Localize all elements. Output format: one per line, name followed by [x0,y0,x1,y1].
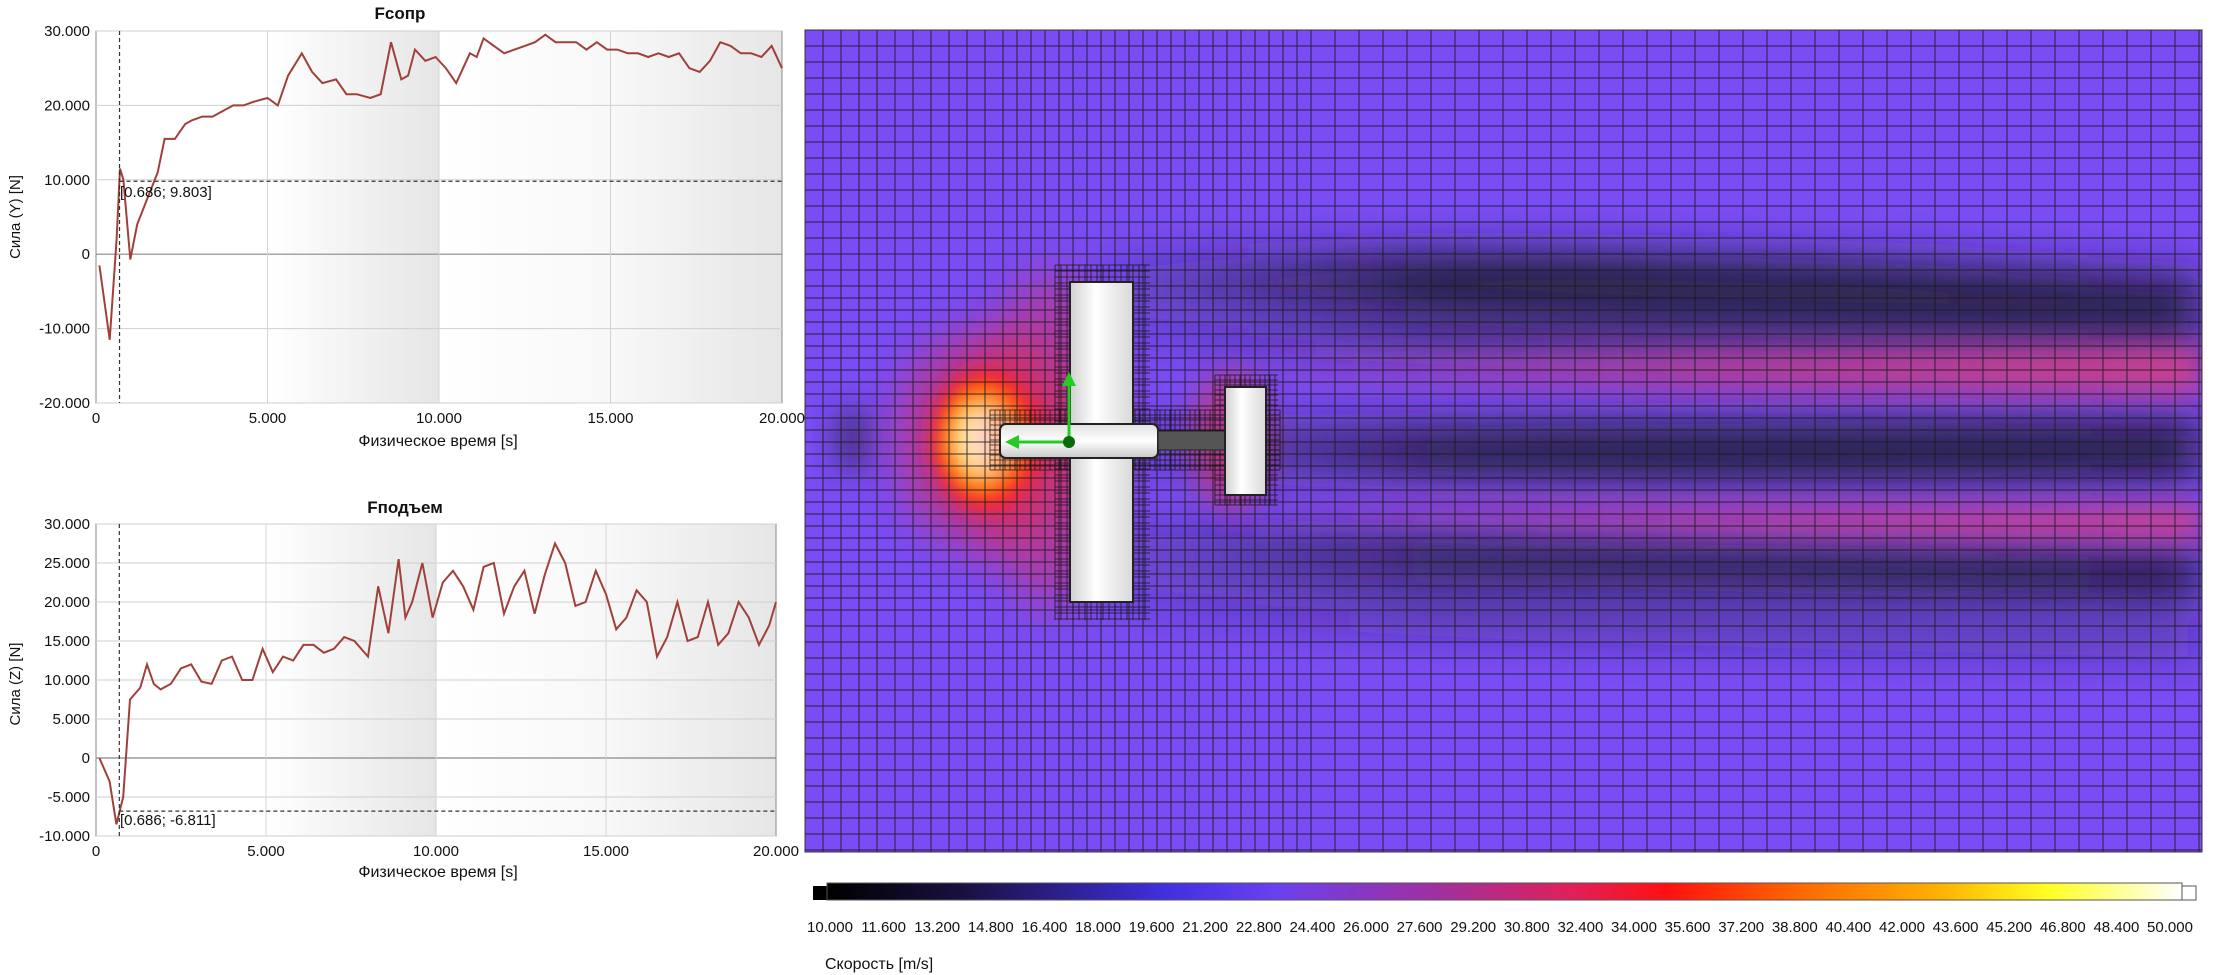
c2-ytick-label: 5.000 [52,711,90,728]
c2-ytick-label: -5.000 [47,789,90,806]
chart-drag-grid [96,30,782,404]
colorbar-title: Скорость [m/s] [825,956,933,973]
c2-ytick-label: 30.000 [44,516,90,533]
colorbar-gradient [826,882,2183,901]
chart-lift-tick-labels: -10.000 -5.000 0 5.000 10.000 15.000 20.000 25.… [39,516,799,860]
c2-xtick-label: 10.000 [413,843,459,860]
c1-ytick-label: -20.000 [39,395,90,412]
colorbar-tick-label: 13.200 [914,919,960,936]
chart-drag-title: Fсопр [375,4,426,23]
c1-ytick-label: 30.000 [44,23,90,40]
chart-lift-series-line [98,540,777,825]
c2-xtick-label: 20.000 [753,843,799,860]
colorbar-tick-label: 24.400 [1289,919,1335,936]
colorbar-tick-label: 30.800 [1504,919,1550,936]
colorbar-tick-label: 26.000 [1343,919,1389,936]
c1-ytick-label: -10.000 [39,321,90,338]
colorbar-tick-label: 18.000 [1075,919,1121,936]
colorbar-tick-label: 11.600 [861,919,906,936]
colorbar-tick-label: 38.800 [1772,919,1818,936]
colorbar: 10.000 11.600 13.200 14.800 16.400 18.000 19.6… [807,882,2197,973]
chart-drag-ylabel: Сила (Y) [N] [7,175,24,259]
field-frame [804,29,2203,853]
c1-ytick-label: 10.000 [44,172,90,189]
chart-drag-cursor[interactable] [118,31,782,403]
chart-lift-title: Fподъем [367,498,443,517]
chart-drag-tick-labels: -20.000 -10.000 0 10.000 20.000 30.000 0 5.000 1… [39,23,805,427]
c2-ytick-label: 10.000 [44,672,90,689]
chart-drag-xlabel: Физическое время [s] [358,433,517,450]
colorbar-tick-label: 27.600 [1397,919,1443,936]
colorbar-tick-label: 14.800 [968,919,1014,936]
c2-xtick-label: 15.000 [583,843,629,860]
chart-drag-cursor-label: [0.686; 9.803] [120,184,212,201]
colorbar-tick-label: 48.400 [2093,919,2139,936]
colorbar-tick-label: 29.200 [1450,919,1496,936]
colorbar-tick-label: 35.600 [1665,919,1711,936]
colorbar-tick-label: 45.200 [1986,919,2032,936]
c2-ytick-label: 15.000 [44,633,90,650]
chart-drag-series-line [98,33,783,340]
chart-drag: Fсопр -20.000 -10.000 0 10.000 20.000 30.000 0… [7,4,805,450]
chart-lift-cursor[interactable] [118,524,776,836]
c2-xtick-label: 0 [92,843,100,860]
colorbar-tick-label: 43.600 [1933,919,1979,936]
c1-xtick-label: 5.000 [249,410,287,427]
colorbar-tick-label: 19.600 [1129,919,1175,936]
mesh-grid [805,30,2202,852]
c2-ytick-label: 25.000 [44,555,90,572]
upstream-stagnation [832,406,872,474]
velocity-field-view[interactable] [804,29,2203,853]
c1-xtick-label: 20.000 [759,410,805,427]
colorbar-max-swatch [2181,885,2197,901]
colorbar-tick-label: 46.800 [2040,919,2086,936]
c1-ytick-label: 0 [82,246,90,263]
colorbar-tick-label: 32.400 [1557,919,1603,936]
colorbar-tick-label: 22.800 [1236,919,1282,936]
colorbar-tick-label: 34.000 [1611,919,1657,936]
colorbar-min-swatch [813,886,827,900]
c2-xtick-label: 5.000 [247,843,285,860]
colorbar-tick-label: 21.200 [1182,919,1228,936]
c1-xtick-label: 10.000 [416,410,462,427]
colorbar-tick-label: 50.000 [2147,919,2193,936]
airplane-model[interactable] [999,281,1267,603]
chart-lift-xlabel: Физическое время [s] [358,864,517,881]
colorbar-tick-label: 40.400 [1825,919,1871,936]
c1-ytick-label: 20.000 [44,97,90,114]
fuselage-tail-boom [1157,430,1227,451]
chart-lift: Fподъем -10.000 -5.000 0 5.000 10.000 15.000 2… [7,498,799,881]
c2-ytick-label: 0 [82,750,90,767]
chart-lift-ylabel: Сила (Z) [N] [7,643,24,726]
c2-ytick-label: -10.000 [39,828,90,845]
coordinate-axes-icon [1005,372,1076,449]
chart-lift-grid [96,523,776,837]
colorbar-tick-label: 37.200 [1718,919,1764,936]
colorbar-tick-label: 10.000 [807,919,853,936]
colorbar-tick-labels: 10.000 11.600 13.200 14.800 16.400 18.000 19.6… [807,919,2193,936]
c1-xtick-label: 0 [92,410,100,427]
colorbar-tick-label: 42.000 [1879,919,1925,936]
chart-lift-cursor-label: [0.686; -6.811] [120,812,216,829]
c1-xtick-label: 15.000 [588,410,634,427]
colorbar-tick-label: 16.400 [1021,919,1067,936]
c2-ytick-label: 20.000 [44,594,90,611]
charts-panel: Fсопр -20.000-10.000010.00020.00030.0000… [7,4,805,881]
tail-wing [1224,386,1267,496]
